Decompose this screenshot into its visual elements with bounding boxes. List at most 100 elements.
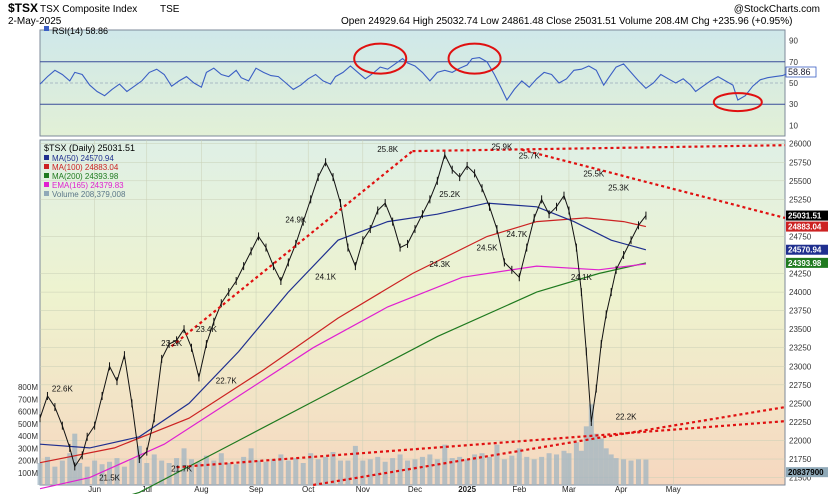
x-tick-label: Mar xyxy=(562,485,576,494)
volume-bar xyxy=(285,460,291,485)
rsi-axis: 90 70 50 30 10 xyxy=(789,37,798,131)
volume-tick-label: 300M xyxy=(18,444,38,453)
value-tag-label: 20837900 xyxy=(788,468,824,477)
volume-bar xyxy=(203,455,209,485)
index-name: TSX Composite Index xyxy=(40,4,137,15)
volume-bar xyxy=(412,459,418,485)
volume-bar xyxy=(405,460,411,485)
price-axis: 26000 25750 25500 25250 24750 24250 24000 23750… xyxy=(789,140,812,483)
volume-bar xyxy=(434,459,440,485)
exchange-label: TSE xyxy=(160,4,180,15)
price-tick-label: 23500 xyxy=(789,325,812,334)
price-annotation: 22.2K xyxy=(616,413,638,422)
volume-bar xyxy=(226,463,232,485)
x-tick-label: Dec xyxy=(408,485,422,494)
legend-swatch xyxy=(44,191,49,196)
x-tick-label: Jun xyxy=(88,485,101,494)
volume-bar xyxy=(129,459,135,485)
volume-bar xyxy=(67,453,73,485)
rsi-line xyxy=(39,57,788,102)
volume-bar xyxy=(593,433,599,485)
volume-bar xyxy=(107,461,113,485)
price-annotations: 22.6K 21.5K 23.2K 21.7K 23.4K 22.7K 24.9K 24.1K… xyxy=(52,143,637,483)
volume-tick-label: 200M xyxy=(18,457,38,466)
volume-bar xyxy=(494,444,500,485)
volume-bar xyxy=(561,450,567,485)
value-tag-label: 25031.51 xyxy=(788,212,822,221)
volume-bar xyxy=(360,460,366,485)
x-axis: Jun Jul Aug Sep Oct Nov Dec 2025 Feb Mar Apr May xyxy=(88,485,681,494)
x-tick-label: Jul xyxy=(142,485,152,494)
price-annotation: 24.1K xyxy=(315,272,337,281)
volume-tick-label: 400M xyxy=(18,432,38,441)
highlight-circle xyxy=(712,92,763,113)
moving-average-lines xyxy=(39,202,647,499)
x-tick-label: May xyxy=(666,485,681,494)
value-tag xyxy=(786,244,828,255)
volume-bar xyxy=(72,433,78,485)
volume-bar xyxy=(174,458,180,485)
volume-bar xyxy=(308,453,314,485)
x-tick-label: Aug xyxy=(194,485,208,494)
rsi-current-value: 58.86 xyxy=(788,67,811,77)
volume-bar xyxy=(419,456,425,485)
x-tick-label: Nov xyxy=(356,485,370,494)
volume-bar xyxy=(300,463,306,485)
value-tag xyxy=(786,467,828,478)
volume-bar xyxy=(136,445,142,485)
volume-bar xyxy=(427,454,433,485)
price-annotation: 24.9K xyxy=(285,215,307,224)
volume-bar xyxy=(241,456,247,485)
legend-swatch xyxy=(44,173,49,178)
legend-label: Volume 208,379,008 xyxy=(52,190,126,199)
ma50-line xyxy=(39,202,647,449)
volume-bar xyxy=(397,454,403,485)
volume-bar xyxy=(524,456,530,485)
volume-bar xyxy=(598,438,604,485)
volume-bar xyxy=(151,454,157,485)
price-grid xyxy=(40,140,785,485)
volume-bar xyxy=(352,445,358,485)
ma200-line xyxy=(115,262,647,499)
volume-bar xyxy=(608,454,614,485)
volume-bar xyxy=(635,459,641,485)
volume-bar xyxy=(613,458,619,485)
trendline xyxy=(170,150,414,348)
volume-bar xyxy=(367,459,373,485)
volume-bar xyxy=(472,454,478,485)
volume-bar xyxy=(77,463,83,485)
rsi-tick-label: 90 xyxy=(789,37,798,46)
volume-bar xyxy=(554,454,560,485)
price-tick-label: 22250 xyxy=(789,418,812,427)
legend-swatch xyxy=(44,155,49,160)
volume-bar xyxy=(84,466,90,485)
rsi-highlight-circles xyxy=(353,42,763,113)
volume-bar xyxy=(99,464,105,485)
volume-bar xyxy=(588,404,594,485)
volume-bar xyxy=(546,453,552,485)
ma100-line xyxy=(39,217,647,464)
price-annotation: 22.6K xyxy=(52,384,74,393)
volume-bar xyxy=(121,466,127,485)
legend-label: MA(200) 24393.98 xyxy=(52,172,119,181)
symbol-title: $TSX xyxy=(8,1,38,15)
volume-bar xyxy=(188,459,194,485)
volume-bar xyxy=(643,459,649,485)
volume-bar xyxy=(92,460,98,485)
rsi-tick-label: 30 xyxy=(789,100,798,109)
volume-bar xyxy=(44,456,50,485)
volume-bar xyxy=(531,459,537,485)
price-annotation: 24.3K xyxy=(429,260,451,269)
volume-bar xyxy=(479,453,485,485)
volume-bar xyxy=(442,444,448,485)
volume-bar xyxy=(583,426,589,485)
trendline xyxy=(312,406,786,487)
value-tag-label: 24393.98 xyxy=(788,259,822,268)
volume-bar xyxy=(144,463,150,485)
volume-tick-label: 800M xyxy=(18,383,38,392)
price-tick-label: 25750 xyxy=(789,158,812,167)
x-tick-label: Oct xyxy=(302,485,315,494)
volume-bar xyxy=(196,461,202,485)
chart-date: 2-May-2025 xyxy=(8,16,62,27)
